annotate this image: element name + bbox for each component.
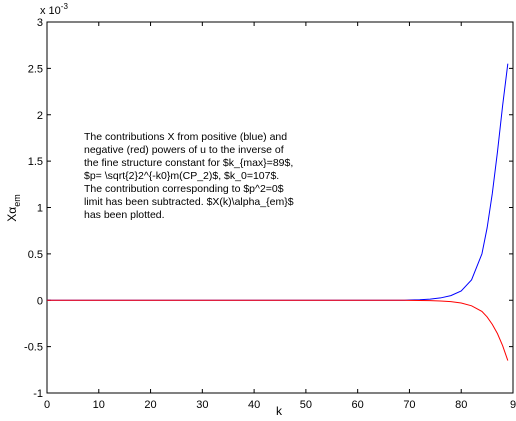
annotation-line-7: has been plotted. xyxy=(84,209,165,221)
y-scale-label: x 10-3 xyxy=(40,2,68,17)
y-tick-label: 3 xyxy=(37,17,43,29)
annotation-line-2: negative (red) powers of u to the invers… xyxy=(84,144,284,156)
series-line-negative xyxy=(47,299,509,361)
y-tick-label: 1 xyxy=(37,203,43,215)
annotation-line-5: The contribution corresponding to $p^2=0… xyxy=(84,183,284,195)
x-tick-label: 40 xyxy=(248,399,260,411)
ticks-layer: 0 10 20 30 40 50 60 70 80 9 -1 -0.5 0 0.5 1 1.5 2 2.5 3 xyxy=(24,17,516,411)
annotation-line-1: The contributions X from positive (blue)… xyxy=(84,131,287,143)
y-axis-label-main: Xα xyxy=(5,207,19,222)
x-tick-label: 20 xyxy=(144,399,156,411)
x-tick-label: 80 xyxy=(455,399,467,411)
x-tick-label: 9 xyxy=(510,399,516,411)
y-axis-label-subscript: em xyxy=(12,194,22,207)
annotation-line-3: the fine structure constant for $k_{max}… xyxy=(84,157,293,169)
y-tick-label: -0.5 xyxy=(24,342,43,354)
annotation-line-4: $p= \sqrt{2}2^{-k0}m(CP_2)$, $k_0=107$. xyxy=(84,170,279,182)
plot-area xyxy=(46,21,514,394)
y-scale-prefix: x 10 xyxy=(40,5,61,17)
y-tick-label: 0.5 xyxy=(28,249,43,261)
y-tick-label: 2 xyxy=(37,110,43,122)
x-axis-label: k xyxy=(276,404,283,418)
y-tick-label: 0 xyxy=(37,295,43,307)
x-tick-label: 10 xyxy=(93,399,105,411)
y-tick-label: -1 xyxy=(33,388,43,400)
y-tick-label: 2.5 xyxy=(28,63,43,75)
series-layer xyxy=(47,63,509,361)
y-axis-label: Xαem xyxy=(5,194,22,221)
x-tick-label: 60 xyxy=(352,399,364,411)
annotation-block: The contributions X from positive (blue)… xyxy=(84,131,294,221)
x-tick-label: 0 xyxy=(44,399,50,411)
y-tick-label: 1.5 xyxy=(28,156,43,168)
x-tick-label: 70 xyxy=(403,399,415,411)
y-scale-exponent: -3 xyxy=(61,2,69,11)
annotation-line-6: limit has been subtracted. $X(k)\alpha_{… xyxy=(84,196,294,208)
x-tick-label: 30 xyxy=(196,399,208,411)
x-tick-label: 50 xyxy=(300,399,312,411)
